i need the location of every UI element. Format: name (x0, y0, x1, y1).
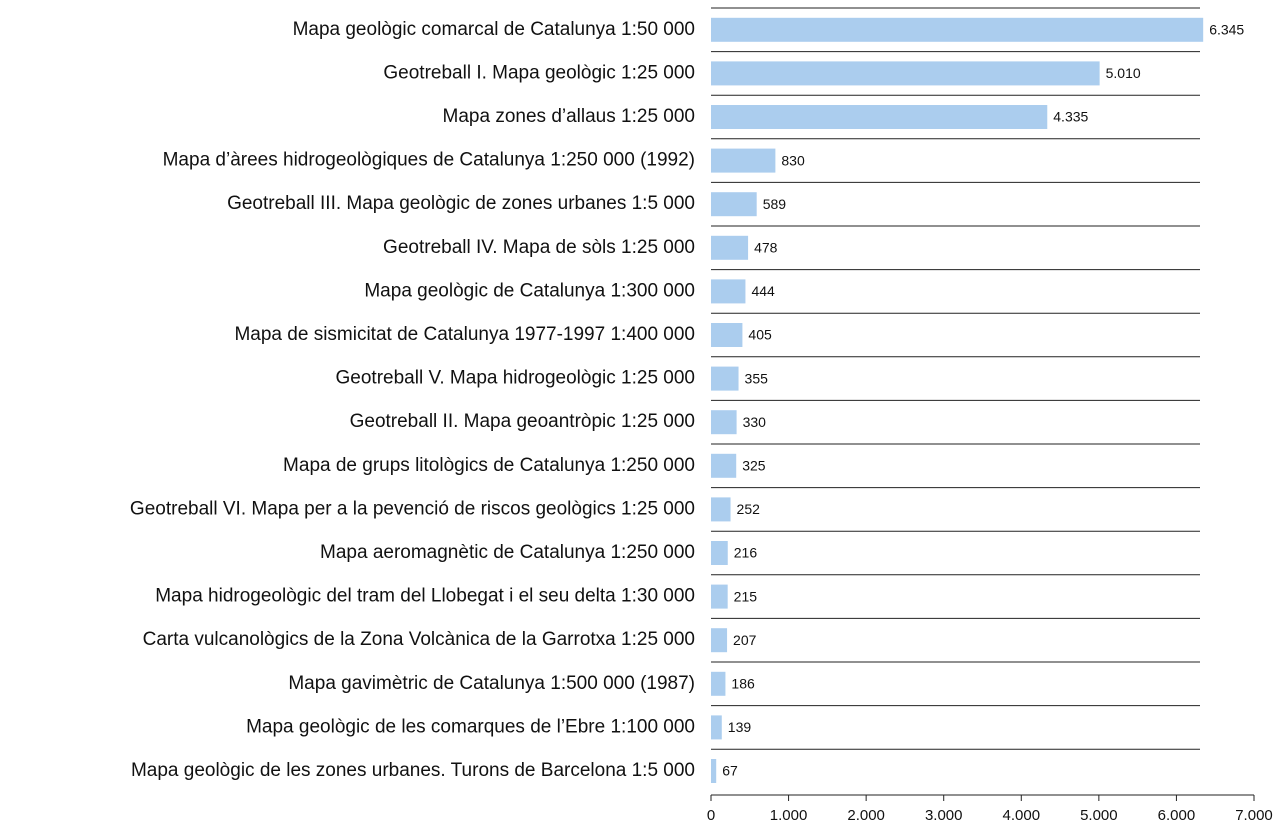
category-label: Mapa de grups litològics de Catalunya 1:… (283, 455, 695, 476)
bar (711, 192, 757, 217)
bar (711, 235, 749, 260)
bar (711, 17, 1204, 42)
bar (711, 759, 717, 783)
bar (711, 410, 737, 435)
category-label: Carta vulcanològics de la Zona Volcànica… (143, 629, 695, 650)
category-label: Geotreball VI. Mapa per a la pevenció de… (130, 498, 695, 519)
x-tick-label: 1.000 (770, 807, 808, 824)
x-tick-label: 4.000 (1003, 807, 1041, 824)
value-label: 330 (743, 414, 767, 430)
value-label: 67 (722, 763, 738, 779)
bar (711, 715, 722, 740)
category-label: Mapa geològic de les zones urbanes. Turo… (131, 760, 695, 781)
bar (711, 628, 728, 653)
value-label: 215 (734, 588, 758, 604)
value-label: 355 (745, 370, 769, 386)
bar (711, 148, 776, 173)
value-label: 4.335 (1053, 109, 1088, 125)
value-label: 830 (781, 152, 805, 168)
x-tick-label: 3.000 (925, 807, 963, 824)
value-label: 589 (763, 196, 787, 212)
category-label: Geotreball IV. Mapa de sòls 1:25 000 (383, 237, 695, 258)
value-label: 139 (728, 719, 752, 735)
category-label: Mapa d’àrees hidrogeològiques de Catalun… (163, 150, 695, 171)
category-label: Mapa geològic de les comarques de l’Ebre… (246, 716, 695, 737)
category-label: Mapa de sismicitat de Catalunya 1977-199… (234, 324, 695, 345)
x-tick-label: 2.000 (847, 807, 885, 824)
bar (711, 671, 726, 696)
category-label: Mapa gavimètric de Catalunya 1:500 000 (… (288, 673, 695, 694)
value-label: 478 (754, 240, 778, 256)
value-label: 5.010 (1106, 65, 1141, 81)
bar (711, 584, 728, 609)
category-label: Geotreball V. Mapa hidrogeològic 1:25 00… (336, 368, 696, 389)
category-label: Mapa geològic comarcal de Catalunya 1:50… (293, 19, 695, 40)
value-label: 405 (748, 327, 772, 343)
bar (711, 541, 728, 565)
x-tick-label: 6.000 (1158, 807, 1196, 824)
value-label: 207 (733, 632, 757, 648)
x-tick-label: 7.000 (1235, 807, 1273, 824)
category-label: Geotreball I. Mapa geològic 1:25 000 (383, 62, 695, 83)
category-label: Geotreball III. Mapa geològic de zones u… (227, 193, 695, 214)
category-label: Mapa hidrogeològic del tram del Llobegat… (155, 586, 695, 607)
bar (711, 279, 746, 304)
value-label: 444 (751, 283, 775, 299)
value-label: 252 (737, 501, 761, 517)
value-label: 6.345 (1209, 22, 1244, 38)
category-label: Mapa geològic de Catalunya 1:300 000 (364, 280, 695, 301)
bar (711, 366, 739, 391)
value-label: 325 (742, 458, 766, 474)
category-label: Mapa zones d’allaus 1:25 000 (443, 106, 695, 127)
category-label: Mapa aeromagnètic de Catalunya 1:250 000 (320, 542, 695, 563)
bar (711, 61, 1100, 86)
bar (711, 105, 1048, 129)
x-tick-label: 5.000 (1080, 807, 1118, 824)
value-label: 186 (731, 676, 755, 692)
bar (711, 323, 743, 347)
x-tick-label: 0 (707, 807, 715, 824)
value-label: 216 (734, 545, 758, 561)
bar (711, 497, 731, 522)
category-label: Geotreball II. Mapa geoantròpic 1:25 000 (350, 411, 695, 432)
bar (711, 453, 737, 478)
